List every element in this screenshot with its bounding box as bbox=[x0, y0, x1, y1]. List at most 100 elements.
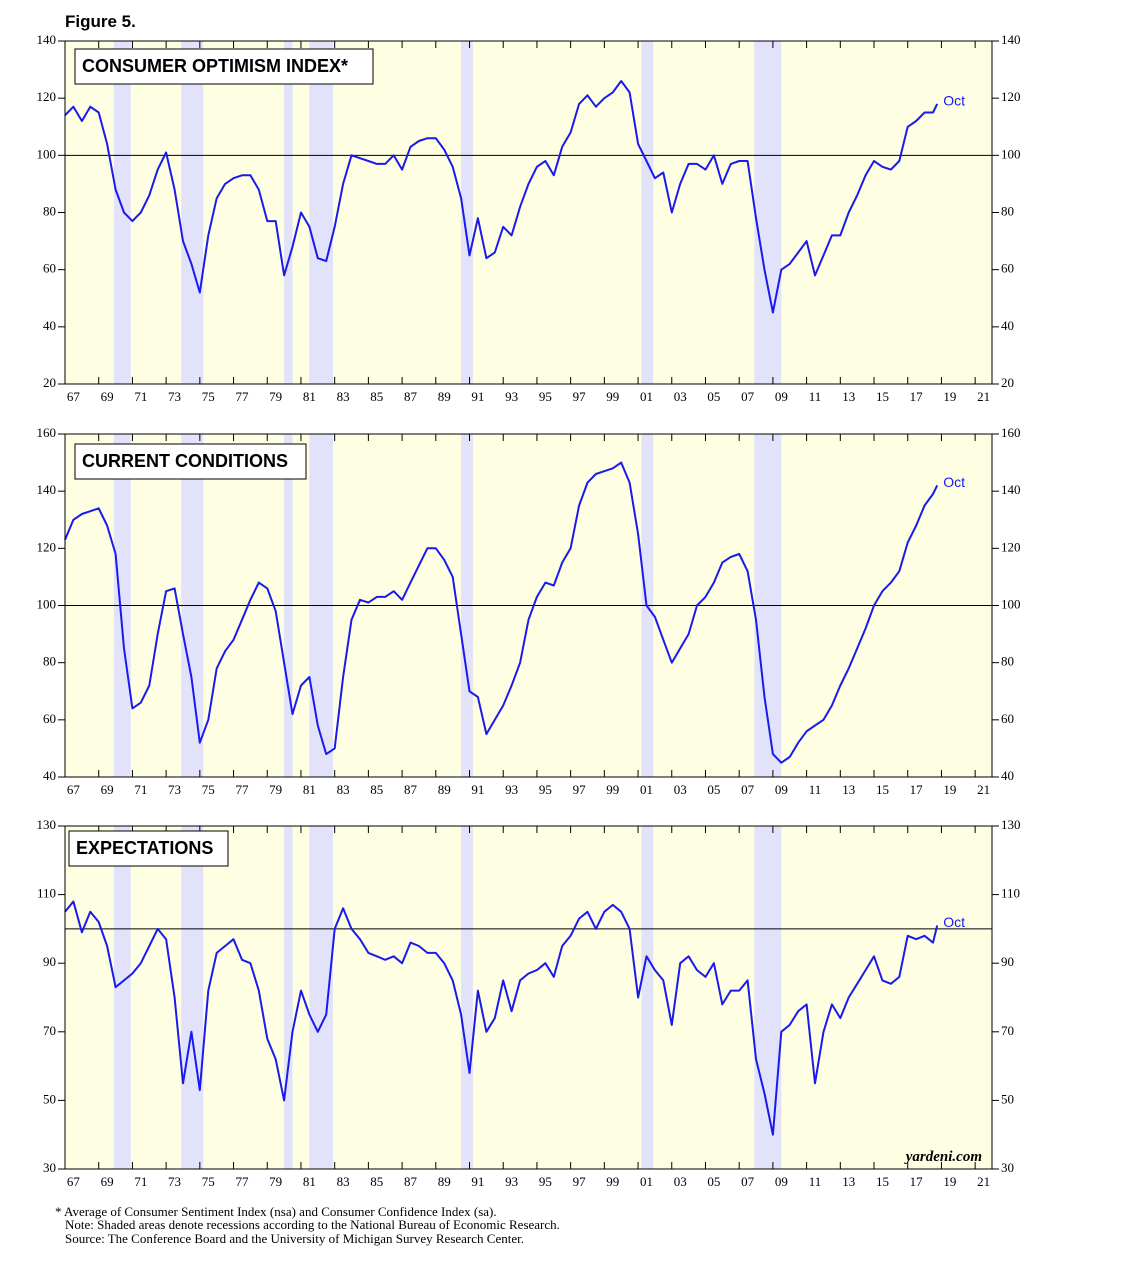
x-tick-label: 07 bbox=[741, 1174, 755, 1189]
recession-band bbox=[113, 41, 131, 384]
y-tick-label: 40 bbox=[43, 768, 56, 783]
x-tick-label: 83 bbox=[337, 389, 350, 404]
x-tick-label: 21 bbox=[977, 1174, 990, 1189]
y-tick-label: 160 bbox=[37, 425, 57, 440]
y-tick-label: 90 bbox=[1001, 954, 1014, 969]
x-tick-label: 91 bbox=[471, 389, 484, 404]
x-tick-label: 97 bbox=[573, 1174, 587, 1189]
y-tick-label: 40 bbox=[43, 318, 56, 333]
x-tick-label: 15 bbox=[876, 389, 889, 404]
y-tick-label: 120 bbox=[1001, 539, 1021, 554]
x-tick-label: 83 bbox=[337, 1174, 350, 1189]
recession-band bbox=[284, 826, 293, 1169]
x-tick-label: 93 bbox=[505, 782, 518, 797]
plot-frame bbox=[64, 40, 993, 385]
recession-band bbox=[461, 826, 473, 1169]
y-tick-label: 140 bbox=[1001, 482, 1021, 497]
x-tick-label: 81 bbox=[303, 1174, 316, 1189]
x-tick-label: 79 bbox=[269, 782, 282, 797]
x-tick-label: 87 bbox=[404, 782, 418, 797]
x-tick-label: 01 bbox=[640, 389, 653, 404]
x-tick-label: 95 bbox=[539, 389, 552, 404]
x-tick-label: 97 bbox=[573, 389, 587, 404]
x-tick-label: 09 bbox=[775, 782, 788, 797]
x-tick-label: 69 bbox=[101, 782, 114, 797]
recession-band bbox=[309, 826, 333, 1169]
x-tick-label: 97 bbox=[573, 782, 587, 797]
x-tick-label: 91 bbox=[471, 782, 484, 797]
y-tick-label: 60 bbox=[1001, 711, 1014, 726]
y-tick-label: 80 bbox=[43, 203, 56, 218]
x-tick-label: 91 bbox=[471, 1174, 484, 1189]
x-tick-label: 75 bbox=[202, 389, 215, 404]
series-line bbox=[64, 900, 939, 1136]
x-tick-label: 99 bbox=[606, 389, 619, 404]
x-tick-label: 99 bbox=[606, 782, 619, 797]
y-tick-label: 20 bbox=[1001, 375, 1014, 390]
x-tick-label: 19 bbox=[943, 782, 956, 797]
y-tick-label: 100 bbox=[37, 146, 57, 161]
x-tick-label: 15 bbox=[876, 782, 889, 797]
series-line bbox=[64, 80, 939, 314]
title-box bbox=[68, 830, 229, 867]
x-tick-label: 13 bbox=[842, 1174, 855, 1189]
x-tick-label: 81 bbox=[303, 782, 316, 797]
x-tick-label: 17 bbox=[910, 389, 924, 404]
x-tick-label: 03 bbox=[674, 782, 687, 797]
end-label: Oct bbox=[943, 474, 965, 490]
y-tick-label: 110 bbox=[1001, 886, 1020, 901]
x-tick-label: 89 bbox=[438, 782, 451, 797]
footnote: Note: Shaded areas denote recessions acc… bbox=[65, 1217, 560, 1232]
x-tick-label: 67 bbox=[67, 389, 81, 404]
y-tick-label: 80 bbox=[1001, 654, 1014, 669]
x-tick-label: 11 bbox=[809, 389, 822, 404]
plot-frame bbox=[64, 825, 993, 1170]
end-label: Oct bbox=[943, 93, 965, 109]
x-tick-label: 01 bbox=[640, 782, 653, 797]
y-tick-label: 70 bbox=[43, 1023, 56, 1038]
x-tick-label: 81 bbox=[303, 389, 316, 404]
x-tick-label: 15 bbox=[876, 1174, 889, 1189]
x-tick-label: 93 bbox=[505, 1174, 518, 1189]
x-tick-label: 95 bbox=[539, 782, 552, 797]
x-tick-label: 77 bbox=[235, 389, 249, 404]
x-tick-label: 67 bbox=[67, 782, 81, 797]
figure-label: Figure 5. bbox=[65, 12, 136, 31]
y-tick-label: 100 bbox=[1001, 146, 1021, 161]
end-label: Oct bbox=[943, 914, 965, 930]
x-tick-label: 19 bbox=[943, 389, 956, 404]
x-tick-label: 01 bbox=[640, 1174, 653, 1189]
x-tick-label: 13 bbox=[842, 389, 855, 404]
x-tick-label: 95 bbox=[539, 1174, 552, 1189]
recession-band bbox=[754, 826, 782, 1169]
recession-band bbox=[113, 826, 131, 1169]
panel-title: CONSUMER OPTIMISM INDEX* bbox=[82, 56, 348, 76]
y-tick-label: 50 bbox=[43, 1091, 56, 1106]
x-tick-label: 11 bbox=[809, 1174, 822, 1189]
title-box bbox=[74, 443, 307, 480]
x-tick-label: 69 bbox=[101, 389, 114, 404]
x-tick-label: 19 bbox=[943, 1174, 956, 1189]
plot-background bbox=[65, 826, 992, 1169]
x-tick-label: 71 bbox=[134, 389, 147, 404]
x-tick-label: 85 bbox=[370, 389, 383, 404]
x-tick-label: 67 bbox=[67, 1174, 81, 1189]
x-tick-label: 79 bbox=[269, 389, 282, 404]
x-tick-label: 09 bbox=[775, 1174, 788, 1189]
x-tick-label: 77 bbox=[235, 782, 249, 797]
y-tick-label: 40 bbox=[1001, 318, 1014, 333]
y-tick-label: 140 bbox=[1001, 32, 1021, 47]
x-tick-label: 03 bbox=[674, 1174, 687, 1189]
x-tick-label: 05 bbox=[707, 782, 720, 797]
recession-band bbox=[181, 826, 204, 1169]
x-tick-label: 89 bbox=[438, 1174, 451, 1189]
y-tick-label: 40 bbox=[1001, 768, 1014, 783]
footnote: Source: The Conference Board and the Uni… bbox=[65, 1231, 524, 1246]
recession-band bbox=[181, 41, 204, 384]
y-tick-label: 160 bbox=[1001, 425, 1021, 440]
credit: yardeni.com bbox=[904, 1149, 982, 1165]
y-tick-label: 60 bbox=[1001, 261, 1014, 276]
x-tick-label: 89 bbox=[438, 389, 451, 404]
y-tick-label: 60 bbox=[43, 711, 56, 726]
